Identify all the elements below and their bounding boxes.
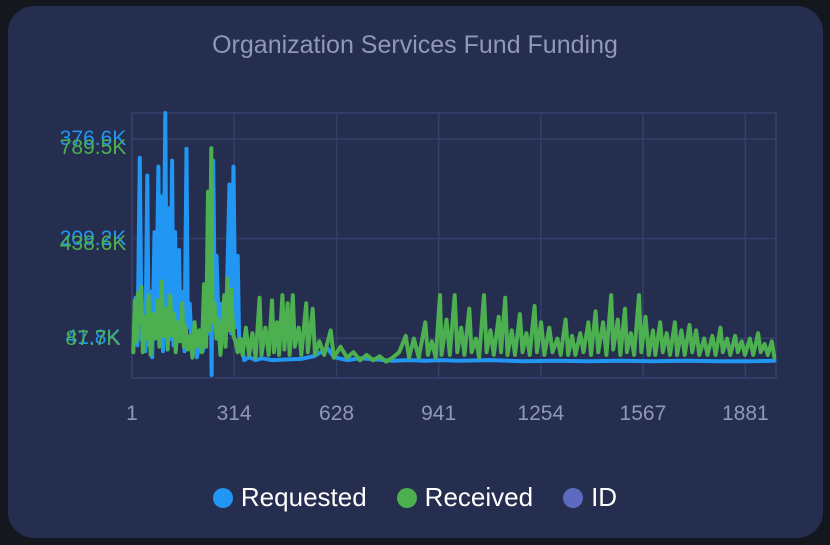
chart-title: Organization Services Fund Funding <box>212 31 618 59</box>
legend-item-id[interactable]: ID <box>563 482 617 513</box>
legend: Requested Received ID <box>0 482 830 513</box>
chart-card <box>8 6 823 538</box>
y-tick-label: 87.7K <box>65 327 121 351</box>
x-tick-label: 628 <box>319 402 355 425</box>
legend-marker-id <box>563 487 584 508</box>
series-line-requested <box>131 111 777 377</box>
legend-label-requested: Requested <box>240 482 367 512</box>
y-tick-label: 376.6K <box>59 126 127 150</box>
legend-label-received: Received <box>424 482 534 512</box>
series-line-received <box>131 146 777 364</box>
x-tick-label: 1254 <box>517 402 565 425</box>
legend-marker-requested <box>212 487 233 508</box>
series-layer <box>131 111 777 377</box>
legend-item-received[interactable]: Received <box>396 482 534 513</box>
y-tick-label: 41.8K <box>65 326 121 350</box>
x-tick-label: 1881 <box>721 402 769 425</box>
y-tick-label: 209.2K <box>59 226 127 250</box>
y-tick-label: 438.6K <box>59 231 127 255</box>
y-tick-label: 789.5K <box>59 136 127 160</box>
legend-item-requested[interactable]: Requested <box>212 482 367 513</box>
legend-label-id: ID <box>591 482 618 512</box>
x-tick-label: 941 <box>421 402 457 425</box>
x-tick-label: 1 <box>126 402 138 425</box>
x-tick-label: 1567 <box>619 402 667 425</box>
legend-marker-received <box>396 487 417 508</box>
x-tick-label: 314 <box>216 402 252 425</box>
